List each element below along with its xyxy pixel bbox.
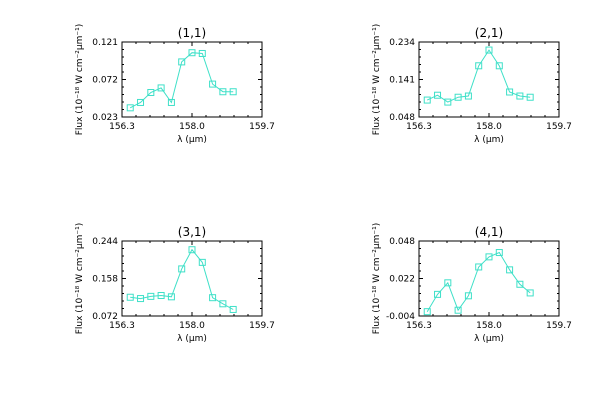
data-point — [167, 293, 175, 301]
series-line — [129, 52, 234, 109]
x-tick-label: 158.0 — [179, 122, 205, 132]
y-tick-label: 0.121 — [92, 38, 118, 48]
data-point — [229, 88, 237, 96]
data-point — [516, 280, 524, 288]
data-point — [516, 92, 524, 100]
data-point — [464, 292, 472, 300]
y-axis-label: Flux (10⁻¹⁸ W cm⁻²μm⁻¹) — [372, 223, 382, 335]
data-point — [198, 49, 206, 57]
data-point — [209, 80, 217, 88]
data-point — [198, 258, 206, 266]
series-line — [426, 49, 531, 103]
x-tick-label: 159.7 — [249, 122, 275, 132]
x-tick-label: 156.3 — [109, 321, 135, 331]
data-point — [444, 98, 452, 106]
data-point — [219, 300, 227, 308]
y-tick-label: -0.004 — [386, 312, 415, 322]
series-line — [426, 251, 531, 312]
y-tick-label: 0.244 — [92, 237, 118, 247]
data-point — [157, 292, 165, 300]
data-point — [495, 62, 503, 70]
panel-title: (3,1) — [178, 225, 206, 239]
data-point — [178, 265, 186, 273]
x-tick-label: 156.3 — [109, 122, 135, 132]
y-axis-label: Flux (10⁻¹⁸ W cm⁻²μm⁻¹) — [75, 223, 85, 335]
panel-title: (2,1) — [475, 26, 503, 40]
data-point — [126, 293, 134, 301]
data-point — [434, 91, 442, 99]
x-tick-label: 159.7 — [546, 122, 572, 132]
y-tick-label: 0.048 — [389, 113, 415, 123]
y-tick-label: 0.234 — [389, 38, 415, 48]
y-tick-label: 0.023 — [92, 113, 118, 123]
data-point — [526, 289, 534, 297]
data-point — [485, 253, 493, 261]
y-tick-label: 0.072 — [92, 76, 118, 86]
panel-2: (2,1) 156.3 158.0 159.7 0.048 0.141 0.234 λ (μm… — [372, 24, 572, 145]
data-point — [506, 266, 514, 274]
data-point — [137, 98, 145, 106]
data-point — [147, 292, 155, 300]
y-axis-label: Flux (10⁻¹⁸ W cm⁻²μm⁻¹) — [372, 24, 382, 136]
data-point — [423, 308, 431, 316]
data-point — [423, 96, 431, 104]
data-point — [157, 84, 165, 92]
data-point — [495, 249, 503, 257]
y-tick-label: 0.072 — [92, 312, 118, 322]
y-axis-label: Flux (10⁻¹⁸ W cm⁻²μm⁻¹) — [75, 24, 85, 136]
x-tick-label: 158.0 — [476, 321, 502, 331]
panel-1: (1,1) 156.3 158.0 159.7 0.023 0.072 0.121 λ (μm… — [75, 24, 275, 145]
data-point — [454, 93, 462, 101]
data-point — [126, 104, 134, 112]
x-tick-label: 156.3 — [406, 321, 432, 331]
data-point — [178, 58, 186, 66]
series-line — [130, 248, 234, 310]
x-tick-label: 159.7 — [546, 321, 572, 331]
data-point — [137, 295, 145, 303]
data-point — [188, 49, 196, 57]
data-point — [464, 92, 472, 100]
x-axis-label: λ (μm) — [177, 135, 207, 145]
y-tick-label: 0.141 — [389, 76, 415, 86]
x-axis-label: λ (μm) — [177, 334, 207, 344]
x-tick-label: 159.7 — [249, 321, 275, 331]
data-point — [475, 62, 483, 70]
x-tick-label: 158.0 — [179, 321, 205, 331]
y-tick-label: 0.158 — [92, 275, 118, 285]
plot-frame — [418, 240, 560, 317]
data-point — [229, 305, 237, 313]
panel-4: (4,1) 156.3 158.0 159.7 -0.004 0.022 0.048 λ (μ… — [372, 223, 572, 344]
data-point — [147, 89, 155, 97]
data-point — [209, 294, 217, 302]
x-tick-label: 156.3 — [406, 122, 432, 132]
y-tick-label: 0.022 — [389, 275, 415, 285]
x-tick-label: 158.0 — [476, 122, 502, 132]
panel-title: (4,1) — [475, 225, 503, 239]
panel-title: (1,1) — [178, 26, 206, 40]
x-axis-label: λ (μm) — [474, 135, 504, 145]
data-point — [167, 98, 175, 106]
data-point — [219, 88, 227, 96]
data-point — [434, 290, 442, 298]
data-point — [188, 246, 196, 254]
y-tick-label: 0.048 — [389, 237, 415, 247]
data-point — [526, 93, 534, 101]
data-point — [454, 306, 462, 314]
data-point — [444, 279, 452, 287]
data-point — [506, 88, 514, 96]
data-point — [475, 263, 483, 271]
data-point — [485, 46, 493, 54]
x-axis-label: λ (μm) — [474, 334, 504, 344]
panel-3: (3,1) 156.3 158.0 159.7 0.072 0.158 0.244 λ (μm… — [75, 223, 275, 344]
